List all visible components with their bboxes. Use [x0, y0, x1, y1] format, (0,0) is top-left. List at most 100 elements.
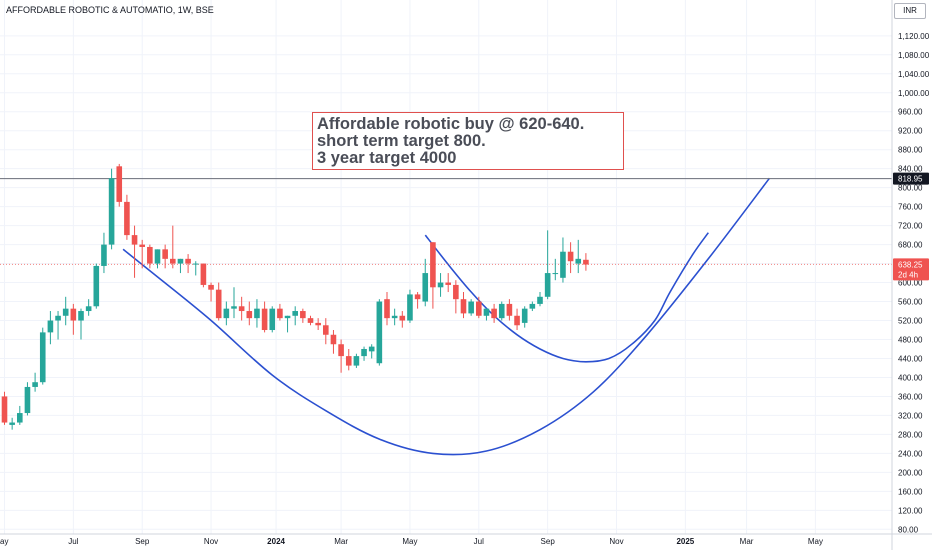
candle: [155, 249, 161, 268]
y-tick-label: 80.00: [898, 525, 919, 534]
candle: [132, 226, 138, 278]
x-tick-label: Mar: [334, 537, 348, 546]
candle: [537, 292, 543, 306]
candle: [461, 292, 467, 318]
candle: [224, 302, 230, 326]
candle: [94, 264, 100, 309]
candle-body: [384, 299, 390, 318]
candle-body: [147, 247, 153, 264]
candle: [377, 299, 383, 365]
candle-body: [568, 252, 574, 261]
candle: [331, 330, 337, 354]
candle-body: [25, 387, 31, 413]
candle-body: [216, 290, 222, 318]
candle-body: [308, 318, 314, 323]
y-tick-label: 240.00: [898, 449, 923, 458]
candle-body: [392, 316, 398, 318]
x-tick-label: ay: [0, 537, 8, 546]
y-tick-label: 1,040.00: [898, 70, 930, 79]
candle-body: [262, 309, 268, 330]
candle: [201, 264, 207, 288]
candle: [40, 328, 46, 385]
currency-selector[interactable]: INR: [894, 3, 926, 19]
candle: [239, 297, 245, 321]
candle: [338, 340, 344, 373]
candle-body: [575, 259, 581, 264]
candle: [231, 287, 237, 318]
candle: [262, 302, 268, 333]
candle-body: [369, 347, 375, 352]
x-tick-label: 2024: [267, 537, 285, 546]
annotation-line: Affordable robotic buy @ 620-640.: [317, 116, 620, 133]
candle-body: [354, 356, 360, 365]
candle-body: [17, 413, 23, 422]
candle-body: [109, 178, 115, 244]
candles: [2, 164, 589, 430]
candle: [507, 299, 513, 320]
candle-body: [78, 311, 84, 320]
annotation-line: 3 year target 4000: [317, 150, 620, 167]
annotation-line: short term target 800.: [317, 133, 620, 150]
candle-body: [178, 259, 184, 264]
y-tick-label: 440.00: [898, 354, 923, 363]
candle: [308, 316, 314, 325]
countdown-label: 2d 4h: [898, 270, 918, 279]
candle-body: [155, 249, 161, 263]
candle-body: [9, 423, 15, 425]
candle: [292, 306, 298, 325]
current-price-label: 638.25: [898, 260, 923, 269]
candle: [285, 316, 291, 333]
candle: [216, 283, 222, 321]
candle: [269, 306, 275, 332]
candle: [208, 283, 214, 302]
candle-body: [331, 335, 337, 344]
price-lines: [0, 179, 892, 265]
candle-body: [48, 321, 54, 333]
annotation-box[interactable]: Affordable robotic buy @ 620-640. short …: [312, 112, 624, 170]
candle-body: [453, 285, 459, 299]
candle-body: [63, 309, 69, 316]
candle-body: [2, 396, 8, 422]
candle-body: [583, 260, 589, 265]
y-tick-label: 200.00: [898, 468, 923, 477]
candle: [116, 164, 122, 207]
candle: [170, 226, 176, 269]
x-tick-label: May: [808, 537, 823, 546]
candle-body: [124, 202, 130, 235]
candle: [354, 354, 360, 368]
y-tick-label: 160.00: [898, 487, 923, 496]
candle-body: [292, 311, 298, 316]
y-tick-label: 960.00: [898, 108, 923, 117]
candle-body: [522, 309, 528, 323]
candle: [499, 302, 505, 321]
candle-body: [315, 323, 321, 325]
candle-body: [346, 356, 352, 365]
candle-body: [537, 297, 543, 304]
y-tick-label: 1,120.00: [898, 32, 930, 41]
y-tick-label: 720.00: [898, 222, 923, 231]
candle-body: [491, 309, 497, 318]
candle: [553, 259, 559, 280]
candle-body: [545, 273, 551, 297]
candle: [438, 273, 444, 297]
y-tick-label: 1,080.00: [898, 51, 930, 60]
candle-body: [445, 283, 451, 285]
y-tick-label: 760.00: [898, 203, 923, 212]
y-tick-label: 680.00: [898, 241, 923, 250]
price-label: 818.95: [898, 175, 923, 184]
candle: [346, 349, 352, 370]
candle: [430, 242, 436, 308]
candle: [568, 242, 574, 273]
x-tick-label: Sep: [541, 537, 556, 546]
x-tick-label: Jul: [474, 537, 484, 546]
candle-body: [438, 283, 444, 288]
candle-body: [415, 294, 421, 299]
candle: [422, 259, 428, 306]
candle-body: [461, 299, 467, 313]
y-tick-label: 560.00: [898, 298, 923, 307]
x-tick-label: Nov: [204, 537, 218, 546]
candle-body: [530, 304, 536, 309]
candle-body: [361, 349, 367, 356]
candle-body: [224, 309, 230, 318]
candle-body: [132, 235, 138, 244]
